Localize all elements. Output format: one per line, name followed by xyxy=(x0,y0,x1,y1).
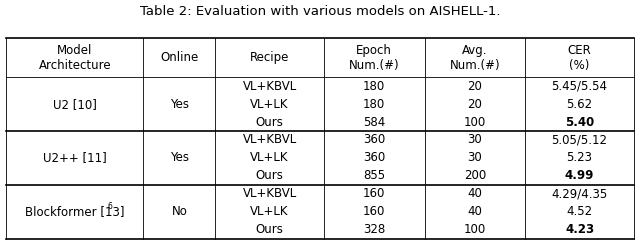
Text: 30: 30 xyxy=(468,134,483,146)
Text: Epoch
Num.(#): Epoch Num.(#) xyxy=(349,44,399,72)
Text: VL+KBVL: VL+KBVL xyxy=(243,80,297,93)
Text: 40: 40 xyxy=(468,187,483,200)
Text: 5.23: 5.23 xyxy=(566,152,593,164)
Text: Table 2: Evaluation with various models on AISHELL-1.: Table 2: Evaluation with various models … xyxy=(140,5,500,17)
Text: VL+LK: VL+LK xyxy=(250,98,289,111)
Text: 6: 6 xyxy=(108,202,113,211)
Text: 100: 100 xyxy=(464,116,486,129)
Text: No: No xyxy=(172,205,188,218)
Text: VL+KBVL: VL+KBVL xyxy=(243,134,297,146)
Text: 160: 160 xyxy=(363,187,385,200)
Text: 180: 180 xyxy=(363,80,385,93)
Text: Blockformer [13]: Blockformer [13] xyxy=(25,205,125,218)
Text: 100: 100 xyxy=(464,223,486,236)
Text: 360: 360 xyxy=(363,134,385,146)
Text: 5.45/5.54: 5.45/5.54 xyxy=(552,80,607,93)
Text: 40: 40 xyxy=(468,205,483,218)
Text: 584: 584 xyxy=(363,116,385,129)
Text: Yes: Yes xyxy=(170,98,189,111)
Text: VL+LK: VL+LK xyxy=(250,205,289,218)
Text: 4.29/4.35: 4.29/4.35 xyxy=(552,187,607,200)
Text: 20: 20 xyxy=(468,80,483,93)
Text: 4.99: 4.99 xyxy=(565,169,594,182)
Text: 160: 160 xyxy=(363,205,385,218)
Text: Ours: Ours xyxy=(255,223,284,236)
Text: 855: 855 xyxy=(363,169,385,182)
Text: VL+KBVL: VL+KBVL xyxy=(243,187,297,200)
Text: Model
Architecture: Model Architecture xyxy=(38,44,111,72)
Text: Yes: Yes xyxy=(170,152,189,164)
Text: 180: 180 xyxy=(363,98,385,111)
Text: 5.62: 5.62 xyxy=(566,98,593,111)
Text: 20: 20 xyxy=(468,98,483,111)
Text: 200: 200 xyxy=(464,169,486,182)
Text: Ours: Ours xyxy=(255,169,284,182)
Text: Recipe: Recipe xyxy=(250,51,289,64)
Text: U2 [10]: U2 [10] xyxy=(53,98,97,111)
Text: 5.05/5.12: 5.05/5.12 xyxy=(552,134,607,146)
Text: 360: 360 xyxy=(363,152,385,164)
Text: U2++ [11]: U2++ [11] xyxy=(43,152,107,164)
Text: Online: Online xyxy=(160,51,198,64)
Text: VL+LK: VL+LK xyxy=(250,152,289,164)
Text: 328: 328 xyxy=(363,223,385,236)
Text: Ours: Ours xyxy=(255,116,284,129)
Text: CER
(%): CER (%) xyxy=(568,44,591,72)
Text: 5.40: 5.40 xyxy=(565,116,594,129)
Text: 4.52: 4.52 xyxy=(566,205,593,218)
Text: Avg.
Num.(#): Avg. Num.(#) xyxy=(450,44,500,72)
Text: 30: 30 xyxy=(468,152,483,164)
Text: 4.23: 4.23 xyxy=(565,223,594,236)
